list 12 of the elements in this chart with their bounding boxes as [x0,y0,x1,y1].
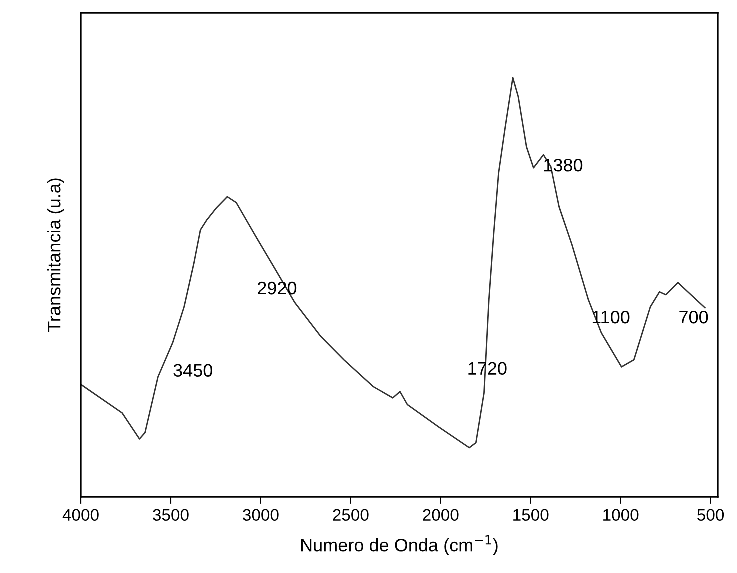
y-axis-title: Transmitancia (u.a) [48,178,64,332]
x-tick-label: 2500 [333,509,369,522]
x-tick-label: 4000 [62,509,99,522]
x-tick-label: 500 [698,509,724,522]
x-tick-label: 3500 [153,509,189,522]
x-tick-label: 1000 [604,509,639,522]
x-tick-label: 2000 [423,509,459,522]
annotation: 3450 [174,364,212,377]
annotation: 700 [680,310,708,324]
x-axis-title: Numero de Onda (cm$^{−1}$) [301,535,498,556]
x-tick-label: 1500 [514,509,549,522]
x-tick-label: 3000 [243,509,279,522]
